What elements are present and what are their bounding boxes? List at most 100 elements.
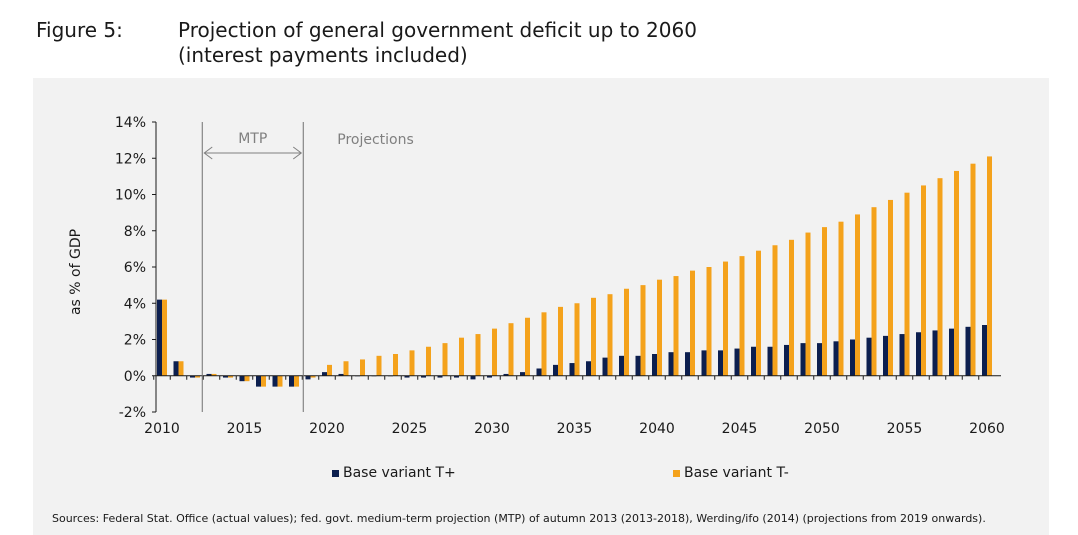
bar-t-minus-2028	[459, 337, 464, 376]
bar-t-minus-2048	[789, 239, 794, 376]
legend-item-t-minus: Base variant T-	[673, 465, 789, 481]
x-tick-label: 2010	[144, 421, 180, 437]
bar-t-minus-2040	[657, 279, 662, 376]
bar-t-minus-2011	[178, 361, 184, 376]
legend-swatch-t-minus	[673, 469, 680, 477]
y-tick-label: 8%	[124, 224, 146, 240]
bar-t-minus-2019	[310, 375, 316, 378]
bar-t-minus-2057	[937, 178, 943, 376]
x-tick-label: 2025	[392, 421, 428, 437]
x-tick-label: 2020	[309, 421, 345, 437]
bar-t-minus-2014	[228, 375, 233, 378]
bar-t-plus-2037	[602, 357, 608, 376]
bar-t-minus-2049	[805, 232, 811, 376]
x-tick-label: 2060	[969, 421, 1005, 437]
bar-t-minus-2043	[706, 267, 712, 376]
bar-t-minus-2054	[888, 199, 893, 376]
source-note: Sources: Federal Stat. Office (actual va…	[52, 512, 986, 525]
bar-t-minus-2050	[822, 227, 827, 376]
bar-t-plus-2036	[586, 361, 591, 376]
bar-t-plus-2043	[701, 350, 707, 376]
x-tick-label: 2050	[804, 421, 840, 437]
bar-t-minus-2023	[376, 355, 382, 376]
bar-t-minus-2033	[541, 312, 547, 376]
bar-t-plus-2026	[421, 375, 426, 378]
y-axis-title: as % of GDP	[68, 229, 84, 315]
y-tick-label: 4%	[124, 296, 146, 312]
bar-t-plus-2057	[932, 330, 938, 376]
bar-t-minus-2022	[360, 359, 365, 376]
figure-title: Projection of general government deficit…	[178, 18, 878, 68]
bar-t-minus-2059	[970, 163, 976, 376]
bar-t-minus-2038	[624, 288, 629, 376]
figure-title-line-1: Projection of general government deficit…	[178, 18, 697, 42]
bar-t-plus-2060	[982, 325, 987, 376]
bar-t-minus-2026	[426, 346, 431, 376]
bar-t-minus-2031	[508, 323, 514, 376]
legend-swatch-t-plus	[332, 469, 339, 477]
mtp-arrow-right-head	[292, 146, 303, 160]
bar-t-plus-2010	[157, 299, 162, 376]
bar-t-plus-2055	[899, 334, 905, 376]
bar-t-plus-2053	[866, 337, 872, 376]
bar-t-minus-2029	[475, 334, 481, 376]
bar-t-plus-2044	[718, 350, 723, 376]
x-tick-label: 2045	[722, 421, 758, 437]
bar-t-plus-2016	[256, 375, 261, 387]
bar-t-minus-2053	[871, 207, 877, 376]
x-tick-label: 2030	[474, 421, 510, 437]
bar-t-minus-2016	[261, 375, 266, 387]
bar-t-plus-2048	[784, 344, 789, 376]
bar-t-minus-2024	[393, 354, 398, 376]
bar-t-minus-2034	[558, 306, 563, 376]
bar-t-minus-2015	[244, 375, 250, 382]
y-tick-label: 10%	[115, 188, 146, 204]
bar-t-plus-2050	[817, 343, 822, 376]
bar-t-plus-2056	[916, 332, 921, 376]
bar-t-minus-2025	[409, 350, 415, 376]
bar-t-plus-2029	[470, 375, 476, 380]
y-tick-label: 6%	[124, 260, 146, 276]
bar-t-minus-2036	[591, 297, 596, 376]
x-tick-label: 2040	[639, 421, 675, 437]
bar-t-minus-2042	[690, 270, 695, 376]
bar-t-minus-2041	[673, 276, 679, 376]
bar-t-minus-2055	[904, 192, 910, 376]
bar-t-plus-2019	[305, 375, 311, 380]
bar-t-plus-2027	[437, 375, 443, 378]
bar-t-plus-2051	[833, 341, 839, 376]
bar-t-minus-2027	[442, 343, 448, 376]
bar-t-plus-2015	[239, 375, 245, 382]
bar-t-plus-2034	[553, 364, 558, 376]
bar-t-minus-2018	[294, 375, 299, 387]
bar-t-minus-2021	[343, 361, 349, 376]
bar-t-plus-2032	[520, 372, 525, 376]
bar-t-plus-2035	[569, 363, 575, 376]
bar-t-minus-2012	[195, 375, 200, 378]
y-tick-label: 2%	[124, 333, 146, 349]
bar-t-plus-2013	[206, 373, 212, 376]
bar-t-plus-2031	[503, 373, 509, 376]
bar-t-plus-2047	[767, 346, 773, 376]
bar-t-minus-2060	[987, 156, 992, 376]
y-tick-label: 14%	[115, 115, 146, 131]
bar-t-plus-2058	[949, 328, 954, 376]
bar-t-plus-2030	[487, 375, 492, 378]
y-tick-label: 0%	[124, 369, 146, 385]
bar-t-minus-2035	[574, 303, 580, 376]
bar-t-plus-2052	[850, 339, 855, 376]
bar-t-plus-2017	[272, 375, 278, 387]
bar-t-plus-2054	[883, 335, 888, 376]
mtp-label: MTP	[238, 131, 267, 147]
bar-t-minus-2039	[640, 285, 646, 376]
bar-t-minus-2045	[739, 256, 745, 376]
bar-t-plus-2038	[619, 355, 624, 376]
bar-t-plus-2040	[652, 354, 657, 376]
bar-t-plus-2059	[965, 326, 971, 376]
bar-t-minus-2056	[921, 185, 926, 376]
bar-t-minus-2010	[162, 299, 167, 376]
bar-t-minus-2052	[855, 214, 860, 376]
bar-t-minus-2058	[954, 170, 959, 376]
bar-t-minus-2020	[327, 364, 332, 376]
